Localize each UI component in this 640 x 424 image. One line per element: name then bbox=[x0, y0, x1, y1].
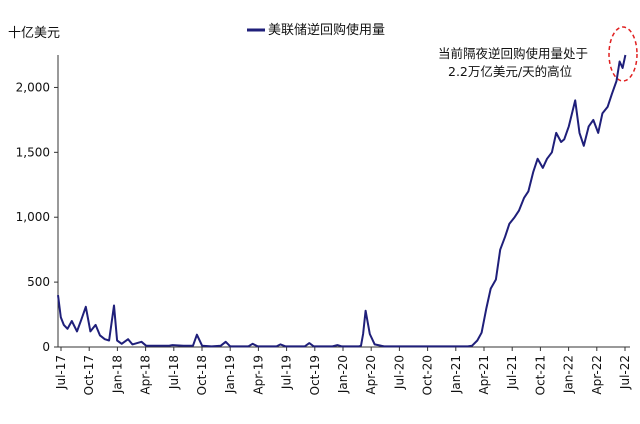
x-tick-label: Jul-19 bbox=[280, 355, 294, 390]
x-tick-label: Jan-20 bbox=[336, 355, 350, 394]
x-tick-label: Jul-20 bbox=[392, 355, 406, 390]
y-axis-ticks: 0 500 1,000 1,500 2,000 bbox=[16, 80, 58, 354]
annotation-line-2: 2.2万亿美元/天的高位 bbox=[448, 64, 572, 79]
x-axis-ticks: Jul-17 Oct-17 Jan-18 Apr-18 Jul-18 Oct-18 Jan-… bbox=[54, 347, 632, 395]
y-tick-label: 1,000 bbox=[16, 210, 50, 224]
x-tick-label: Oct-19 bbox=[308, 355, 322, 395]
x-tick-label: Jul-22 bbox=[618, 355, 632, 390]
x-tick-label: Oct-17 bbox=[82, 355, 96, 395]
highlight-ellipse bbox=[608, 26, 638, 82]
x-tick-label: Apr-20 bbox=[364, 355, 378, 395]
x-tick-label: Apr-22 bbox=[590, 355, 604, 395]
annotation-line-1: 当前隔夜逆回购使用量处于 bbox=[438, 46, 588, 61]
legend: 美联储逆回购使用量 bbox=[247, 22, 385, 38]
series-line-0 bbox=[57, 54, 627, 348]
y-tick-label: 2,000 bbox=[16, 80, 50, 94]
y-tick-label: 0 bbox=[42, 340, 50, 354]
x-tick-label: Oct-21 bbox=[533, 355, 547, 395]
y-tick-label: 1,500 bbox=[16, 145, 50, 159]
x-tick-label: Jan-22 bbox=[562, 355, 576, 394]
x-tick-label: Apr-18 bbox=[139, 355, 153, 395]
series-layer bbox=[57, 54, 627, 348]
x-tick-label: Jan-18 bbox=[110, 355, 124, 394]
y-tick-label: 500 bbox=[27, 275, 50, 289]
x-tick-label: Jan-19 bbox=[223, 355, 237, 394]
legend-label: 美联储逆回购使用量 bbox=[268, 22, 385, 38]
x-tick-label: Apr-19 bbox=[251, 355, 265, 395]
x-tick-label: Jul-21 bbox=[505, 355, 519, 390]
x-tick-label: Apr-21 bbox=[477, 355, 491, 395]
x-tick-label: Jul-17 bbox=[54, 355, 68, 390]
x-tick-label: Oct-20 bbox=[421, 355, 435, 395]
x-tick-label: Jul-18 bbox=[167, 355, 181, 390]
x-tick-label: Oct-18 bbox=[195, 355, 209, 395]
x-tick-label: Jan-21 bbox=[449, 355, 463, 394]
y-axis-unit-label: 十亿美元 bbox=[8, 26, 60, 41]
